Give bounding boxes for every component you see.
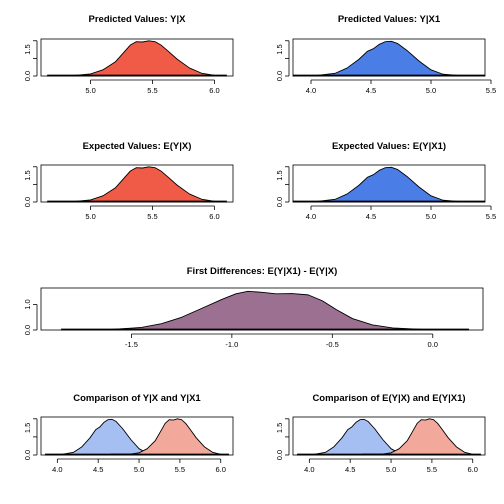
density-area-series-1 (292, 166, 486, 203)
density-area-series-2 (362, 418, 482, 456)
y-tick-label: 1.5 (275, 44, 284, 54)
y-tick-label: 1.0 (23, 299, 32, 309)
x-tick-label: 4.0 (306, 86, 316, 95)
x-tick-label: -0.5 (326, 340, 339, 349)
chart-title: Expected Values: E(Y|X) (83, 141, 192, 152)
y-tick-label: 1.5 (275, 170, 284, 180)
chart-title: First Differences: E(Y|X1) - E(Y|X) (187, 266, 338, 277)
chart-title: Comparison of Y|X and Y|X1 (73, 393, 201, 404)
y-tick-label: 1.5 (23, 44, 32, 54)
x-tick-label: 4.5 (93, 465, 103, 474)
x-tick-label: 5.0 (85, 212, 95, 221)
x-tick-label: 5.5 (486, 212, 496, 221)
y-tick-label: 0.0 (23, 325, 32, 335)
x-tick-label: 6.0 (209, 86, 219, 95)
density-area-series-2 (110, 418, 230, 456)
chart-panel-6: Comparison of Y|X and Y|X1 4.0 4.5 5.0 5.5 6.… (23, 393, 234, 474)
chart-title: Comparison of E(Y|X) and E(Y|X1) (312, 393, 465, 404)
x-tick-label: 5.0 (134, 465, 144, 474)
x-tick-label: 5.5 (486, 86, 496, 95)
x-tick-label: 5.5 (147, 86, 157, 95)
x-tick-label: 5.0 (426, 86, 436, 95)
y-tick-label: 1.5 (23, 423, 32, 433)
x-tick-label: -1.5 (125, 340, 138, 349)
chart-panel-7: Comparison of E(Y|X) and E(Y|X1) 4.0 4.5 5.… (275, 393, 486, 474)
y-tick-label: 1.5 (275, 423, 284, 433)
x-tick-label: 4.5 (345, 465, 355, 474)
x-tick-label: 5.0 (426, 212, 436, 221)
chart-title: Expected Values: E(Y|X1) (332, 141, 446, 152)
x-tick-label: 4.0 (52, 465, 62, 474)
chart-title: Predicted Values: Y|X (89, 14, 187, 25)
x-tick-label: 5.0 (386, 465, 396, 474)
y-tick-label: 0.0 (275, 71, 284, 81)
y-tick-label: 0.0 (23, 71, 32, 81)
y-tick-label: 0.0 (23, 197, 32, 207)
x-tick-label: 5.5 (175, 465, 185, 474)
density-area-series-1 (60, 290, 470, 331)
y-tick-label: 0.0 (23, 450, 32, 460)
y-tick-label: 1.5 (23, 170, 32, 180)
x-tick-label: 4.5 (366, 212, 376, 221)
x-tick-label: 6.0 (216, 465, 226, 474)
chart-title: Predicted Values: Y|X1 (338, 14, 441, 25)
density-area-series-1 (292, 40, 486, 77)
x-tick-label: 4.5 (366, 86, 376, 95)
density-area-series-1 (46, 40, 228, 77)
y-tick-label: 0.0 (275, 197, 284, 207)
chart-panel-3: Expected Values: E(Y|X) 5.0 5.5 6.0 0.0 1.5 (23, 141, 234, 221)
x-tick-label: -1.0 (225, 340, 238, 349)
density-area-series-1 (46, 166, 228, 203)
chart-panel-4: Expected Values: E(Y|X1) 4.0 4.5 5.0 5.5 0.0 1… (275, 141, 496, 221)
x-tick-label: 5.5 (427, 465, 437, 474)
x-tick-label: 6.0 (468, 465, 478, 474)
x-tick-label: 0.0 (428, 340, 438, 349)
x-tick-label: 4.0 (304, 465, 314, 474)
x-tick-label: 4.0 (306, 212, 316, 221)
x-tick-label: 6.0 (209, 212, 219, 221)
chart-panel-1: Predicted Values: Y|X 5.0 5.5 6.0 0.0 1.5 (23, 14, 234, 95)
x-tick-label: 5.0 (85, 86, 95, 95)
x-tick-label: 5.5 (147, 212, 157, 221)
chart-panel-2: Predicted Values: Y|X1 4.0 4.5 5.0 5.5 0.0 1.5 (275, 14, 496, 95)
y-tick-label: 0.0 (275, 450, 284, 460)
chart-panel-5: First Differences: E(Y|X1) - E(Y|X) -1.5 -… (23, 266, 484, 349)
